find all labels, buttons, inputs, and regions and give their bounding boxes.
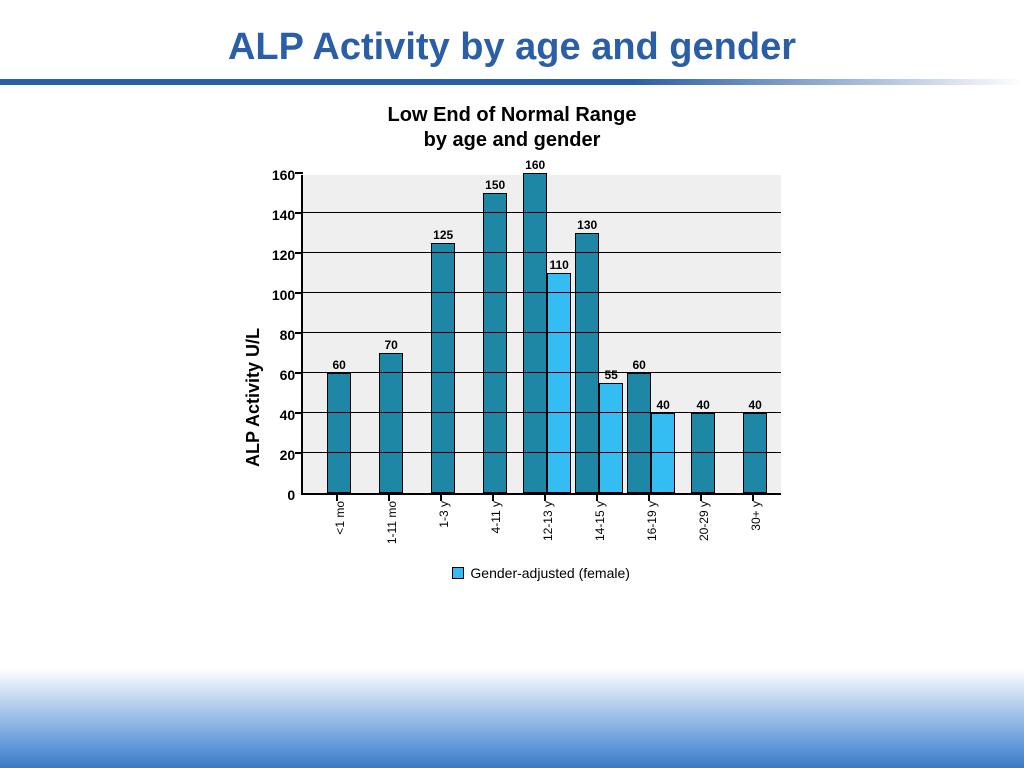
legend: Gender-adjusted (female) bbox=[301, 565, 781, 581]
y-tick-mark bbox=[295, 412, 303, 414]
grid-line bbox=[303, 332, 781, 333]
x-axis-ticks: <1 mo 1-11 mo 1-3 y 4-11 y 12-13 y 14-15 y 16-… bbox=[301, 495, 781, 565]
y-tick-mark bbox=[295, 372, 303, 374]
grid-line bbox=[303, 212, 781, 213]
grid-line bbox=[303, 252, 781, 253]
bar-group: 40 bbox=[677, 413, 729, 493]
bar-group: 13055 bbox=[573, 233, 625, 493]
x-tick-label: 1-11 mo bbox=[385, 501, 399, 544]
bars-layer: 60701251501601101305560404040 bbox=[303, 175, 781, 493]
bar-primary: 40 bbox=[743, 413, 767, 493]
chart-title-line2: by age and gender bbox=[424, 129, 601, 151]
grid-line bbox=[303, 452, 781, 453]
y-tick-mark bbox=[295, 332, 303, 334]
bar-value-label: 55 bbox=[600, 368, 622, 382]
bar-value-label: 60 bbox=[628, 358, 650, 372]
bar-group: 70 bbox=[365, 353, 417, 493]
bar-value-label: 40 bbox=[652, 398, 674, 412]
bar-value-label: 130 bbox=[576, 218, 598, 232]
bar-female: 110 bbox=[547, 273, 571, 493]
bar-primary: 160 bbox=[523, 173, 547, 493]
bar-value-label: 40 bbox=[692, 398, 714, 412]
x-tick-label: 12-13 y bbox=[541, 501, 555, 541]
grid-line bbox=[303, 372, 781, 373]
legend-label: Gender-adjusted (female) bbox=[470, 565, 630, 581]
bar-group: 160110 bbox=[521, 173, 573, 493]
bar-value-label: 150 bbox=[484, 178, 506, 192]
x-tick-label: <1 mo bbox=[333, 501, 347, 535]
chart-container: Low End of Normal Range by age and gende… bbox=[0, 85, 1024, 581]
bar-group: 40 bbox=[729, 413, 781, 493]
bar-primary: 70 bbox=[379, 353, 403, 493]
y-tick-mark bbox=[295, 292, 303, 294]
grid-line bbox=[303, 292, 781, 293]
bar-female: 40 bbox=[651, 413, 675, 493]
bar-primary: 130 bbox=[575, 233, 599, 493]
bar-value-label: 40 bbox=[744, 398, 766, 412]
chart-row: ALP Activity U/L 160140120100806040200 6… bbox=[243, 175, 781, 581]
bar-value-label: 160 bbox=[524, 158, 546, 172]
x-tick-label: 14-15 y bbox=[593, 501, 607, 541]
y-tick-mark bbox=[295, 252, 303, 254]
footer-gradient bbox=[0, 668, 1024, 768]
plot-area: 60701251501601101305560404040 bbox=[301, 175, 781, 495]
bar-value-label: 60 bbox=[328, 358, 350, 372]
bar-primary: 125 bbox=[431, 243, 455, 493]
x-tick-label: 16-19 y bbox=[645, 501, 659, 541]
slide-title: ALP Activity by age and gender bbox=[0, 0, 1024, 79]
bar-value-label: 70 bbox=[380, 338, 402, 352]
bar-group: 60 bbox=[313, 373, 365, 493]
bar-group: 125 bbox=[417, 243, 469, 493]
bar-primary: 150 bbox=[483, 193, 507, 493]
chart-title: Low End of Normal Range by age and gende… bbox=[388, 103, 637, 153]
bar-primary: 40 bbox=[691, 413, 715, 493]
y-tick-mark bbox=[295, 452, 303, 454]
bar-primary: 60 bbox=[327, 373, 351, 493]
chart-title-line1: Low End of Normal Range bbox=[388, 104, 637, 126]
x-tick-label: 1-3 y bbox=[437, 501, 451, 528]
bar-female: 55 bbox=[599, 383, 623, 493]
x-tick-label: 20-29 y bbox=[697, 501, 711, 541]
bar-value-label: 125 bbox=[432, 228, 454, 242]
y-axis-label: ALP Activity U/L bbox=[243, 288, 264, 467]
grid-line bbox=[303, 412, 781, 413]
legend-swatch bbox=[452, 567, 464, 579]
bar-group: 150 bbox=[469, 193, 521, 493]
bar-value-label: 110 bbox=[548, 258, 570, 272]
y-tick-mark bbox=[295, 212, 303, 214]
x-tick-label: 4-11 y bbox=[489, 501, 503, 533]
y-axis-ticks: 160140120100806040200 bbox=[272, 175, 301, 495]
bar-primary: 60 bbox=[627, 373, 651, 493]
bar-group: 6040 bbox=[625, 373, 677, 493]
y-tick-mark bbox=[295, 172, 303, 174]
x-tick-label: 30+ y bbox=[749, 501, 763, 531]
